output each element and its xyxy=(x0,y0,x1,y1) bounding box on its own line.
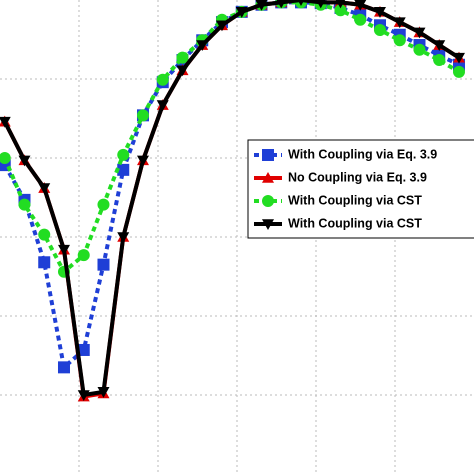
data-point xyxy=(0,159,11,172)
data-point xyxy=(276,0,286,9)
data-point xyxy=(38,228,51,241)
data-point xyxy=(354,0,367,11)
data-point xyxy=(235,7,248,18)
data-point xyxy=(136,155,149,167)
data-point xyxy=(176,65,189,77)
data-point xyxy=(18,198,31,211)
data-point xyxy=(156,100,169,112)
legend-box xyxy=(247,139,474,239)
data-point xyxy=(373,7,386,18)
data-point xyxy=(255,0,268,11)
data-point xyxy=(18,155,31,167)
series-line xyxy=(2,0,461,398)
legend: With Coupling via Eq. 3.9 No Coupling via… xyxy=(247,139,474,239)
legend-marker xyxy=(262,149,274,161)
data-point xyxy=(335,0,346,9)
data-point xyxy=(117,232,130,243)
data-point xyxy=(156,73,169,86)
data-point xyxy=(77,343,90,356)
data-point xyxy=(97,258,110,271)
data-point xyxy=(433,40,446,52)
data-point xyxy=(452,65,465,78)
series-line xyxy=(2,0,461,275)
data-point xyxy=(393,17,406,29)
data-point xyxy=(136,109,149,122)
data-point xyxy=(117,148,130,161)
legend-label: No Coupling via Eq. 3.9 xyxy=(288,170,427,184)
legend-label: With Coupling via CST xyxy=(288,193,422,207)
plot-area xyxy=(0,0,465,402)
data-point xyxy=(38,183,51,195)
data-point xyxy=(297,0,305,6)
legend-label: With Coupling via Eq. 3.9 xyxy=(288,147,437,161)
data-point xyxy=(57,244,70,256)
data-point xyxy=(0,116,11,128)
data-point xyxy=(57,361,70,374)
data-point xyxy=(452,52,465,64)
data-point xyxy=(334,4,347,17)
legend-marker xyxy=(262,195,274,207)
data-point xyxy=(215,20,228,32)
data-point xyxy=(413,27,426,39)
data-point xyxy=(354,13,367,26)
data-point xyxy=(97,198,110,211)
data-point xyxy=(373,24,386,37)
data-point xyxy=(393,34,406,47)
data-point xyxy=(176,51,189,64)
data-point xyxy=(413,43,426,56)
data-point xyxy=(117,163,130,176)
data-point xyxy=(196,40,209,52)
legend-marker xyxy=(262,219,274,230)
data-point xyxy=(38,256,51,269)
legend-marker xyxy=(262,172,274,183)
data-point xyxy=(316,0,326,9)
data-point xyxy=(77,390,90,401)
data-point xyxy=(77,249,90,262)
legend-label: With Coupling via CST xyxy=(288,216,422,230)
data-point xyxy=(433,54,446,67)
data-point xyxy=(97,387,110,398)
data-point xyxy=(0,152,11,164)
